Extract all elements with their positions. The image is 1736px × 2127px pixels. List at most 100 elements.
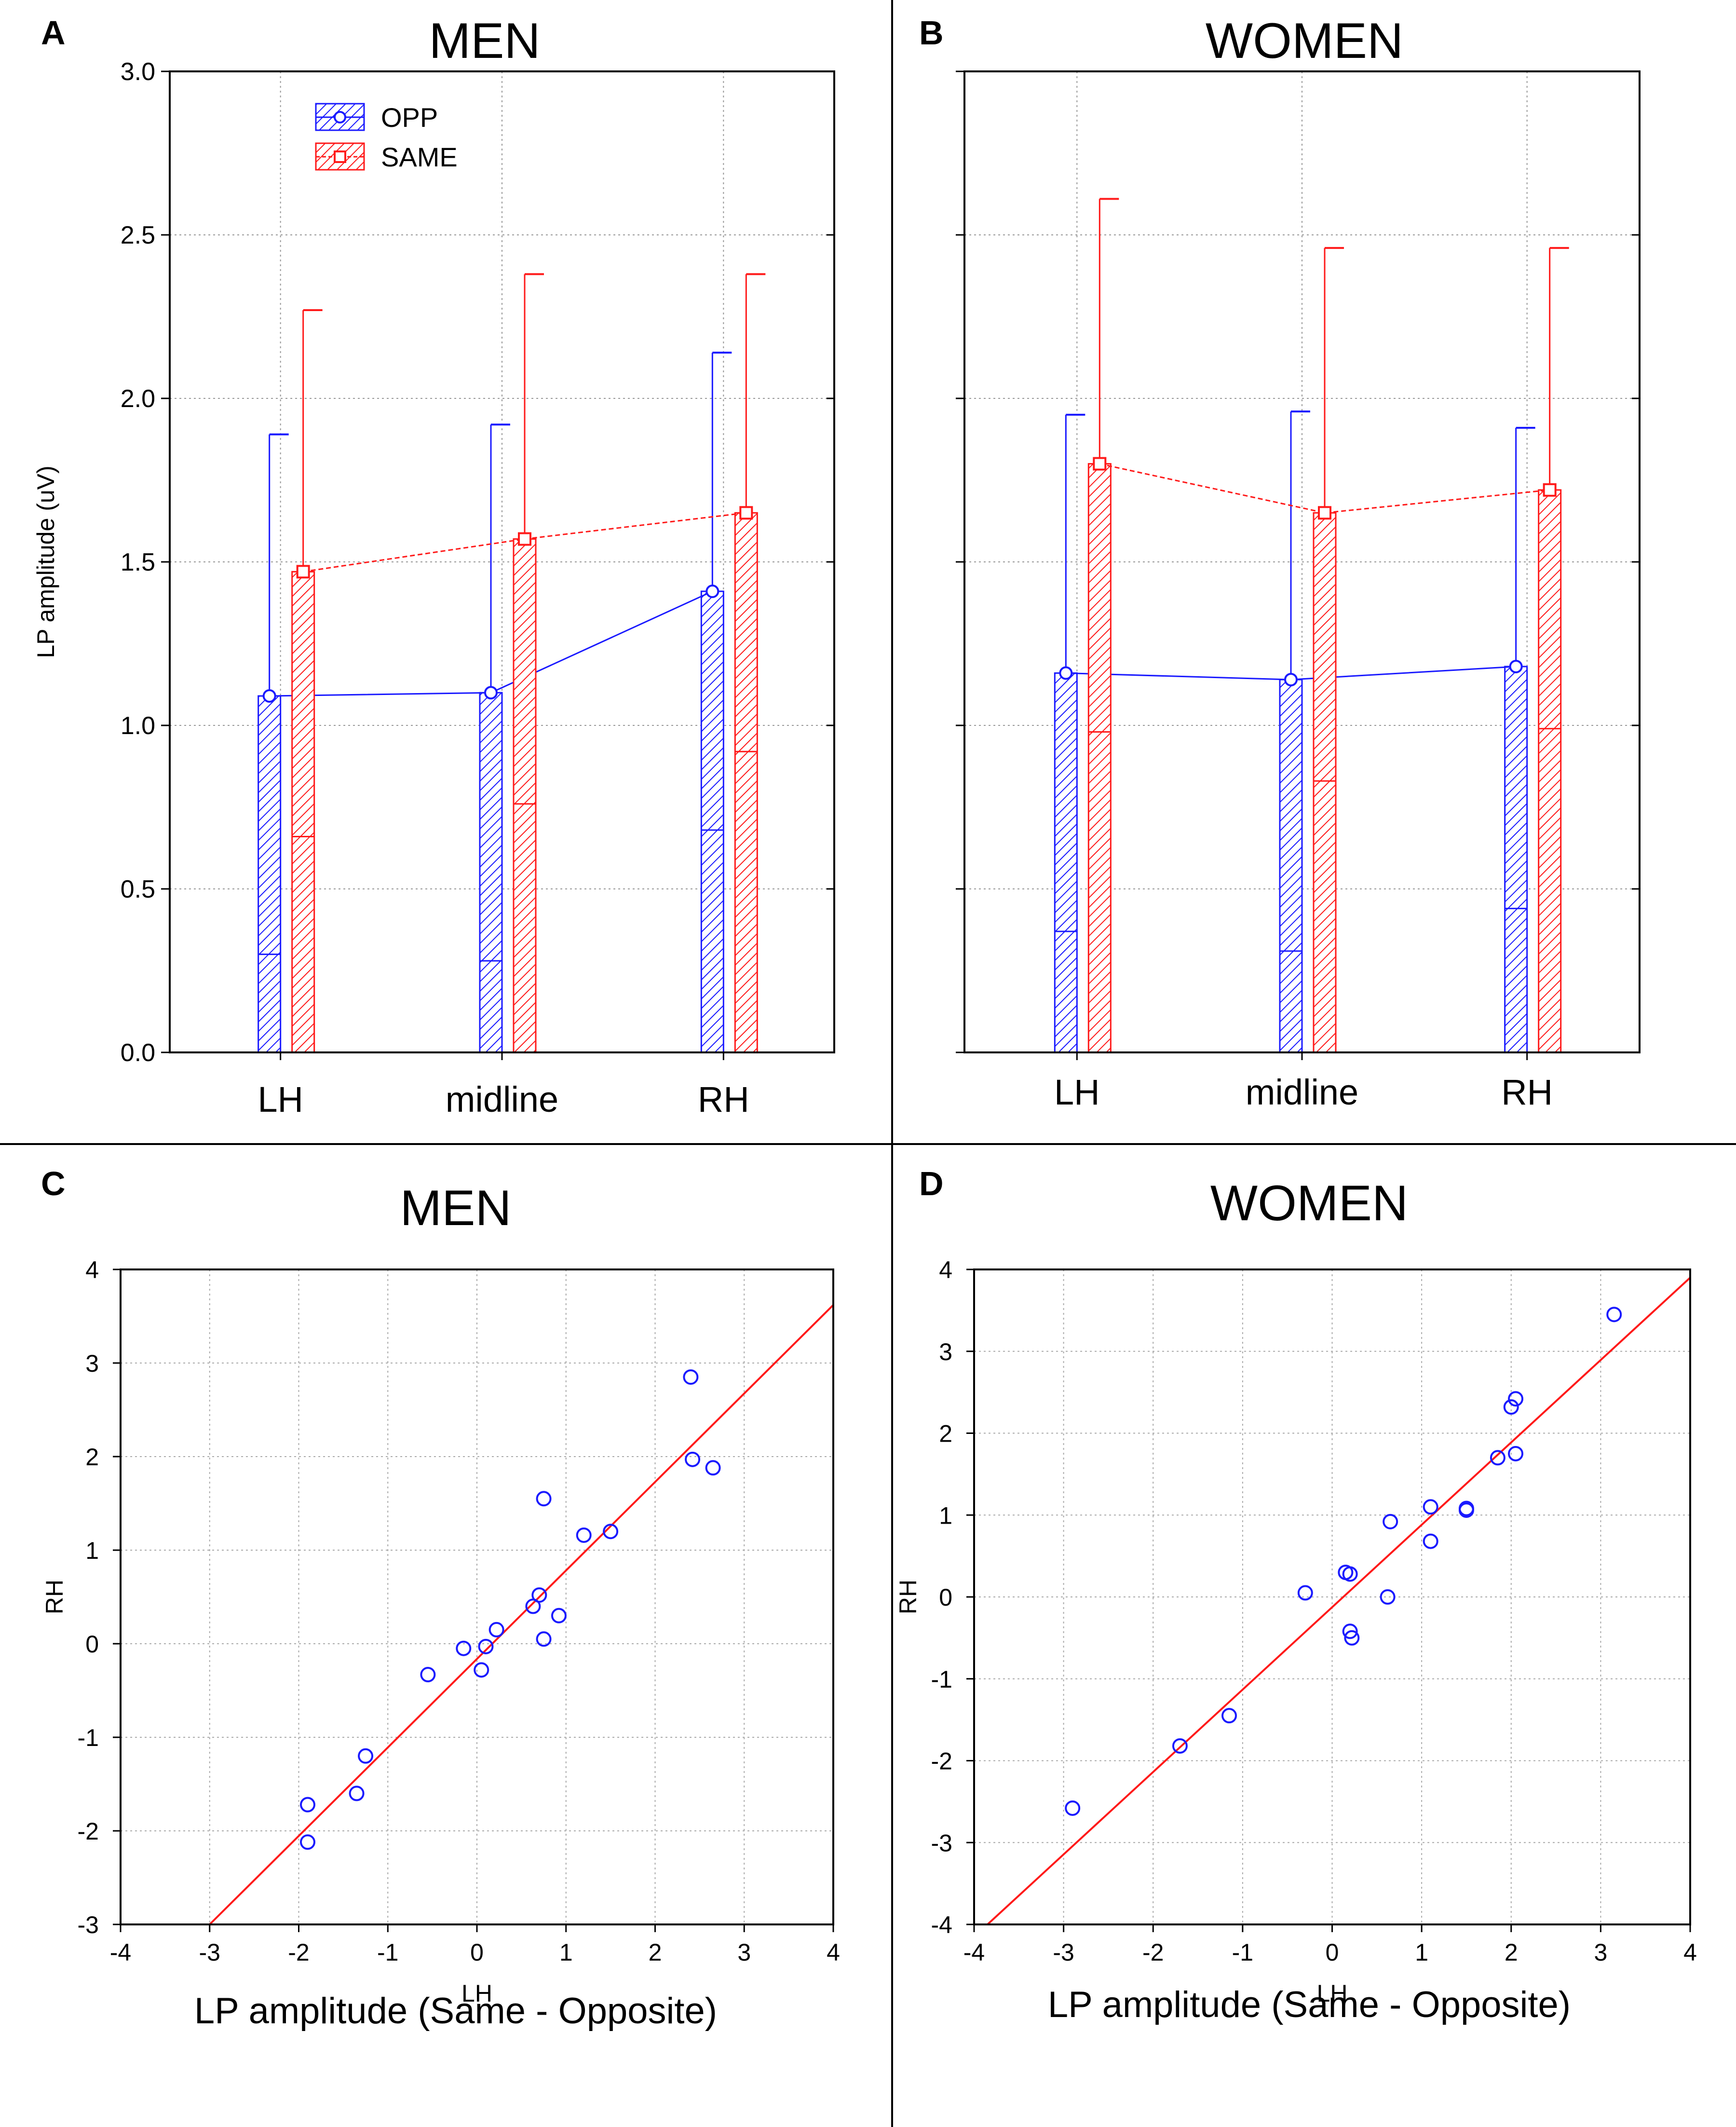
panel-c-y-tick-label: 1	[85, 1537, 99, 1564]
panel-d-y-tick-label: 4	[939, 1256, 952, 1283]
panel-b-bar-same	[1313, 512, 1337, 1053]
legend-label-opp: OPP	[381, 102, 438, 133]
panel-d-data-point	[1065, 1800, 1081, 1816]
panel-a-title: MEN	[429, 13, 540, 69]
panel-c-y-label: RH	[41, 1580, 68, 1614]
panel-letter-a: A	[41, 14, 66, 52]
panel-d-data-point	[1342, 1566, 1358, 1582]
panel-c-x-tick-label: 4	[827, 1939, 840, 1966]
panel-c-x-tick-label: -4	[110, 1939, 131, 1966]
panel-a-y-tick-label: 0.0	[121, 1039, 155, 1067]
panel-d-x-tick-label: -2	[1142, 1939, 1164, 1966]
panel-d-x-tick-label: -3	[1053, 1939, 1074, 1966]
panel-b-bar-same	[1538, 489, 1562, 1053]
panel-c-y-tick-label: 4	[85, 1256, 99, 1283]
panel-c-y-tick-label: -2	[78, 1818, 99, 1845]
panel-d-x-tick-label: 0	[1326, 1939, 1339, 1966]
panel-a-y-tick-label: 3.0	[121, 58, 155, 86]
panel-c-data-point	[474, 1662, 489, 1678]
panel-c-x-tick-label: 2	[649, 1939, 662, 1966]
panel-a-mean-marker-same	[739, 506, 753, 520]
panel-c-x-tick-label: 3	[737, 1939, 751, 1966]
panel-d-data-point	[1458, 1500, 1474, 1516]
legend-marker-opp	[334, 111, 346, 123]
panel-a-mean-marker-opp	[262, 689, 276, 703]
panel-a-bar-opp	[258, 695, 282, 1053]
panel-d-x-tick-label: 2	[1505, 1939, 1518, 1966]
panel-b-mean-line-same	[1099, 463, 1550, 514]
panel-c-scatter-plot: MEN -4 -3 -2 -1 0 1 2 3 4 -3 -2 -1 0 1 2 3 4 LH RH LP amplit…	[41, 1180, 840, 2032]
panel-a-mean-marker-opp	[484, 686, 498, 700]
panel-a-mean-marker-opp	[705, 585, 719, 599]
panel-c-data-point	[488, 1622, 504, 1637]
panel-c-caption: LP amplitude (Same - Opposite)	[194, 1991, 717, 2032]
panel-d-data-point	[1508, 1391, 1524, 1407]
panel-c-data-point	[536, 1491, 552, 1507]
panel-letter-b: B	[919, 14, 944, 52]
panel-c-data-point	[551, 1608, 567, 1623]
panel-a-y-tick-label: 1.0	[121, 712, 155, 740]
panel-d-data-point	[1490, 1450, 1505, 1466]
panel-c-x-label: LH	[461, 1980, 492, 2007]
panel-c-data-point	[456, 1640, 472, 1656]
panel-d-y-tick-label: -1	[931, 1666, 952, 1693]
panel-b-mean-marker-opp	[1509, 659, 1523, 673]
panel-d-y-tick-label: 1	[939, 1502, 952, 1529]
panel-letter-d: D	[919, 1165, 944, 1202]
panel-c-data-point	[536, 1631, 552, 1647]
panel-c-regression-line	[209, 1304, 834, 1925]
panel-c-x-tick-label: 0	[470, 1939, 484, 1966]
panel-b-mean-marker-opp	[1059, 666, 1073, 680]
panel-c-y-tick-label: 0	[85, 1631, 99, 1658]
panel-b-bar-opp	[1279, 679, 1303, 1053]
panel-a-category-label-RH: RH	[698, 1079, 749, 1119]
panel-c-data-point	[420, 1667, 436, 1683]
panel-b-category-label-midline: midline	[1246, 1072, 1358, 1112]
panel-a-y-tick-label: 1.5	[121, 548, 155, 576]
panel-d-y-tick-label: 3	[939, 1338, 952, 1365]
panel-c-data-point	[299, 1834, 315, 1850]
panel-b-mean-marker-opp	[1284, 673, 1298, 687]
panel-c-x-tick-label: 1	[559, 1939, 573, 1966]
panel-c-y-tick-label: 3	[85, 1350, 99, 1377]
panel-d-regression-line	[987, 1277, 1691, 1925]
panel-d-y-label: RH	[895, 1580, 922, 1614]
panel-a-mean-marker-same	[296, 565, 310, 579]
panel-a-bar-same	[734, 512, 758, 1053]
panel-b-bar-chart: WOMEN LH midline RH	[956, 13, 1641, 1112]
panel-d-data-point	[1380, 1589, 1396, 1605]
panel-b-title: WOMEN	[1206, 13, 1403, 69]
panel-d-data-point	[1342, 1623, 1358, 1639]
panel-c-data-point	[531, 1587, 547, 1603]
panel-d-scatter-plot: WOMEN -4 -3 -2 -1 0 1 2 3 4 -4 -3 -2 -1 0 1 2 3 4 LH RH LP am…	[895, 1175, 1697, 2025]
panel-d-data-point	[1423, 1499, 1438, 1515]
panel-c-plot-frame	[120, 1268, 834, 1925]
panel-a-category-label-midline: midline	[446, 1079, 558, 1119]
panel-c-title: MEN	[400, 1180, 511, 1236]
panel-d-x-tick-label: -4	[963, 1939, 985, 1966]
panel-d-y-tick-label: 2	[939, 1420, 952, 1447]
panel-c-data-point	[358, 1748, 374, 1764]
panel-b-category-label-RH: RH	[1501, 1072, 1553, 1112]
panel-b-mean-marker-same	[1093, 457, 1107, 471]
panel-a-y-label: LP amplitude (uV)	[32, 465, 59, 658]
panel-d-x-tick-label: -1	[1232, 1939, 1253, 1966]
panel-c-x-tick-label: -1	[377, 1939, 398, 1966]
panel-d-data-point	[1344, 1630, 1360, 1646]
panel-c-y-tick-label: -3	[78, 1911, 99, 1938]
legend-marker-same	[334, 150, 346, 163]
legend-label-same: SAME	[381, 142, 458, 172]
panel-c-data-point	[705, 1460, 721, 1476]
panel-b-bar-opp	[1054, 672, 1078, 1053]
panel-a-bar-chart: MEN 0.0 0.5 1.0 1.5 2.0 2.5 3.0 LP amplitude (uV…	[32, 13, 835, 1119]
panel-d-y-tick-label: -4	[931, 1911, 952, 1938]
panel-d-data-point	[1606, 1307, 1622, 1323]
panel-d-data-point	[1503, 1399, 1519, 1415]
panel-a-bar-opp	[700, 590, 724, 1053]
panel-c-y-tick-label: -1	[78, 1724, 99, 1751]
panel-d-x-label: LH	[1317, 1980, 1348, 2007]
panel-a-y-tick-label: 2.5	[121, 221, 155, 249]
panel-c-data-point	[603, 1524, 619, 1540]
